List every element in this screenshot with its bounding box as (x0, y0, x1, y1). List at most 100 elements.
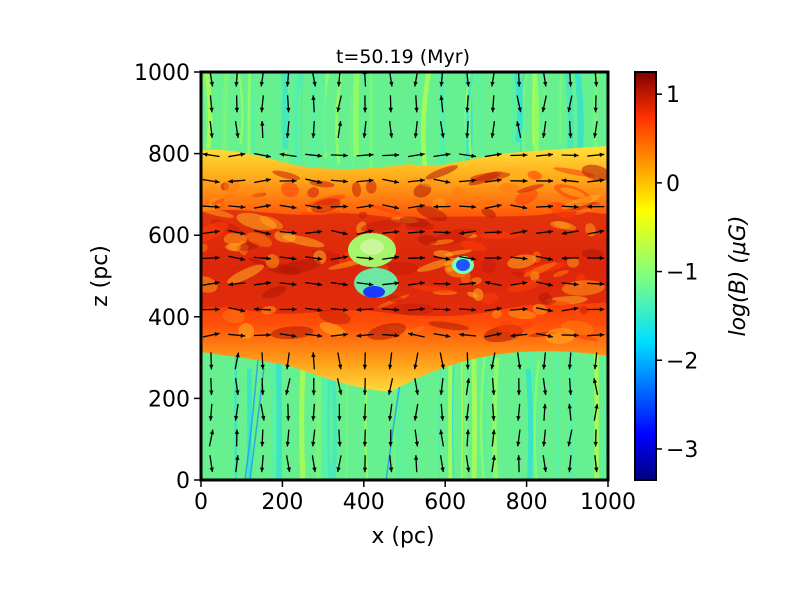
field-arrow (260, 403, 266, 421)
disk-filament (481, 208, 496, 218)
disk-filament (553, 221, 577, 231)
field-arrow (510, 152, 528, 158)
disk-filament (318, 309, 351, 325)
disk-filament (201, 206, 235, 218)
halo-streak (385, 381, 401, 480)
disk-filament (429, 239, 454, 246)
field-arrow (253, 307, 271, 312)
field-arrow (388, 121, 394, 139)
disk-filament (212, 198, 225, 206)
field-arrow (202, 332, 220, 338)
field-arrow (356, 333, 374, 338)
disk-filament (386, 295, 403, 303)
field-arrow (253, 256, 271, 261)
field-arrow (305, 178, 323, 184)
field-arrow (561, 204, 579, 210)
field-arrow (234, 95, 240, 113)
halo-streak (543, 72, 549, 154)
disk-filament (466, 291, 479, 298)
field-arrow (484, 178, 502, 183)
field-arrow (567, 455, 572, 473)
field-arrow (253, 152, 271, 159)
field-arrow (382, 229, 400, 235)
field-arrow (382, 307, 400, 312)
field-arrow (413, 121, 419, 139)
x-tick-label: 0 (194, 490, 208, 515)
disk-filament (512, 271, 527, 278)
disk-filament (399, 326, 425, 337)
field-arrow (253, 203, 271, 209)
field-arrow (311, 378, 316, 396)
colorbar-tick-label: 0 (666, 172, 680, 197)
field-arrow (305, 229, 323, 235)
field-arrow (490, 121, 496, 139)
field-arrow (336, 95, 342, 113)
field-arrow (516, 403, 521, 421)
field-arrow (516, 95, 522, 113)
field-arrow (439, 95, 444, 113)
x-tick-label: 600 (424, 490, 466, 515)
field-arrow (535, 204, 554, 209)
field-arrow (459, 230, 477, 236)
field-arrow (362, 403, 367, 421)
field-arrow (592, 378, 599, 396)
field-arrow (362, 455, 368, 473)
field-arrow (541, 429, 547, 447)
field-arrow (387, 378, 394, 396)
field-arrow (561, 281, 579, 287)
halo-streak (349, 72, 357, 170)
field-arrow (490, 95, 496, 113)
disk-filament (514, 189, 539, 205)
disk-filament (481, 258, 497, 274)
field-arrow (439, 378, 444, 396)
disk-filament (417, 234, 438, 246)
field-arrow (286, 95, 291, 113)
halo-streak (600, 356, 606, 480)
field-arrow (330, 179, 348, 184)
y-tick-label: 200 (148, 387, 190, 412)
field-arrow (330, 255, 348, 261)
halo-streak (292, 72, 300, 167)
field-arrow (407, 280, 425, 286)
field-arrow (541, 352, 547, 370)
field-arrow (484, 280, 502, 287)
field-arrow (542, 455, 548, 473)
disk-filament (445, 265, 455, 272)
colorbar-tick-label: −1 (666, 261, 698, 286)
halo-streak (352, 72, 360, 157)
disk-filament (270, 326, 314, 340)
halo-streak (244, 346, 260, 480)
disk-filament (498, 183, 520, 193)
field-arrow (356, 203, 374, 209)
field-arrow (594, 455, 599, 473)
field-arrow (330, 307, 348, 313)
field-arrow (234, 403, 239, 421)
disk-filament (480, 292, 499, 305)
field-arrow (561, 255, 579, 261)
field-arrow (568, 121, 573, 139)
disk-filament (365, 180, 377, 194)
field-arrow (228, 333, 246, 338)
field-arrow (413, 455, 419, 473)
field-arrow (593, 403, 599, 421)
field-arrow (433, 333, 451, 339)
disk-filament (261, 285, 287, 299)
field-arrow (440, 403, 445, 421)
field-arrow (536, 178, 554, 184)
disk-filament (566, 257, 580, 268)
disk-filament (428, 321, 470, 331)
field-arrow (536, 281, 553, 287)
field-arrow (484, 332, 502, 338)
field-arrow (484, 306, 502, 312)
colorbar-ticks: 1 0 −1 −2 −3 (656, 83, 698, 463)
y-axis-label: z (pc) (88, 245, 113, 307)
field-arrow (561, 178, 579, 183)
field-arrow (491, 378, 496, 396)
y-tick-label: 1000 (134, 61, 190, 86)
field-arrow (413, 352, 419, 370)
field-arrow (202, 280, 220, 286)
field-arrow (536, 332, 553, 339)
field-arrow (260, 429, 265, 447)
field-arrow (510, 306, 528, 312)
